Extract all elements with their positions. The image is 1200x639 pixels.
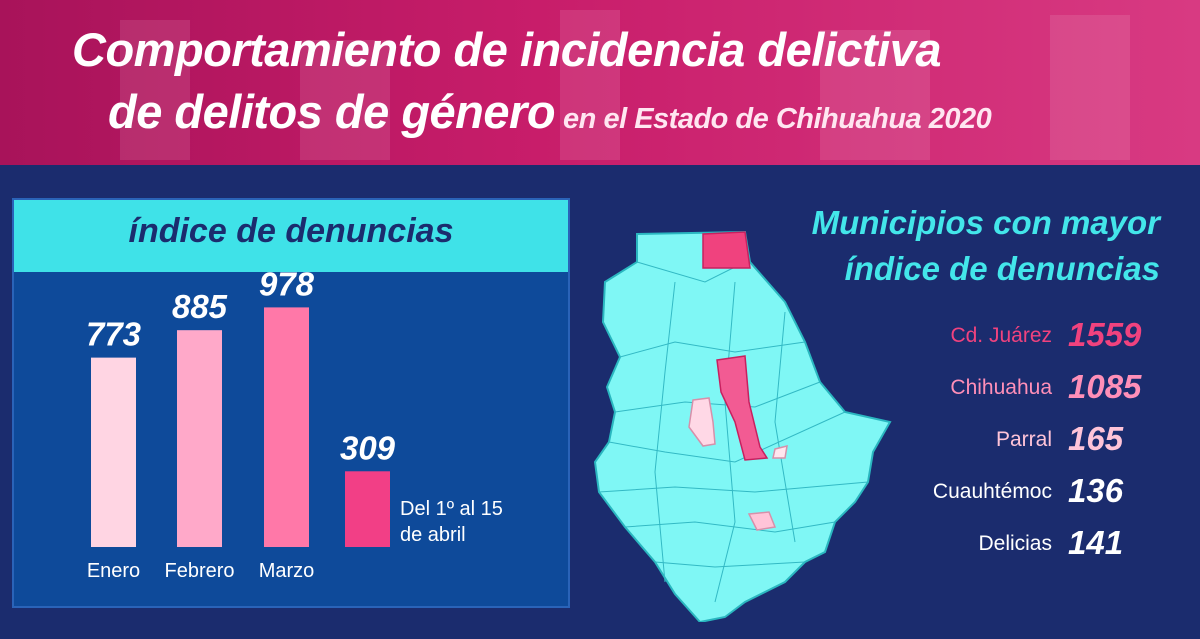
page-title-line1: Comportamiento de incidencia delictiva [72, 23, 941, 76]
page-title-line2: de delitos de género en el Estado de Chih… [108, 84, 992, 139]
municipios-title-line2: índice de denuncias [844, 250, 1160, 287]
municipio-item: Cd. Juárez 1559 [880, 316, 1180, 356]
municipio-name: Parral [995, 428, 1052, 451]
municipio-value: 165 [1068, 420, 1124, 457]
municipio-item: Cuauhtémoc 136 [880, 472, 1180, 512]
municipio-item: Chihuahua 1085 [880, 368, 1180, 408]
page-title-main: de delitos de género [108, 85, 556, 138]
bar-3 [264, 307, 309, 547]
bar-value-label: 309 [340, 429, 396, 466]
bar-chart-panel: índice de denuncias 773 Enero 885 Febrero 97… [12, 198, 570, 608]
municipio-item: Delicias 141 [880, 524, 1180, 564]
map-region-parral [747, 511, 777, 531]
map-region-cuauhtemoc [688, 397, 716, 447]
chart-title-bar: índice de denuncias [14, 200, 568, 272]
municipio-item: Parral 165 [880, 420, 1180, 460]
bar-2 [177, 330, 222, 547]
header-pattern [120, 10, 1130, 160]
category-label: Febrero [164, 560, 234, 582]
bar-value-label: 773 [86, 316, 141, 353]
municipio-name: Cuauhtémoc [932, 480, 1052, 503]
bar-value-label: 885 [172, 288, 228, 325]
chart-title: índice de denuncias [128, 212, 454, 250]
page-subtitle: en el Estado de Chihuahua 2020 [563, 103, 992, 135]
municipio-value: 1559 [1068, 316, 1142, 353]
category-label: Del 1º al 15 [400, 498, 503, 520]
municipal-borders [598, 261, 869, 603]
bar-chart: 773 Enero 885 Febrero 978 Marzo 309 Del 1º al 1… [86, 265, 503, 582]
map-region-juarez [702, 231, 751, 269]
municipio-name: Delicias [978, 532, 1052, 555]
header-banner: Comportamiento de incidencia delictiva d… [0, 0, 1200, 165]
map-region-delicias [772, 444, 788, 459]
category-label: de abril [400, 524, 466, 546]
municipio-name: Chihuahua [950, 376, 1052, 399]
municipio-value: 1085 [1068, 368, 1142, 405]
chihuahua-map [593, 230, 892, 622]
municipios-title: Municipios con mayor índice de denuncias [740, 200, 1160, 292]
municipio-value: 136 [1068, 472, 1124, 509]
bar-value-label: 978 [259, 265, 315, 302]
map-region-chihuahua [716, 355, 769, 461]
bar-1 [91, 357, 136, 547]
bar-4 [345, 471, 390, 547]
category-label: Enero [87, 560, 140, 582]
municipio-value: 141 [1068, 524, 1124, 561]
category-label: Marzo [259, 560, 315, 582]
municipio-name: Cd. Juárez [950, 324, 1052, 347]
municipios-title-line1: Municipios con mayor [811, 204, 1160, 241]
